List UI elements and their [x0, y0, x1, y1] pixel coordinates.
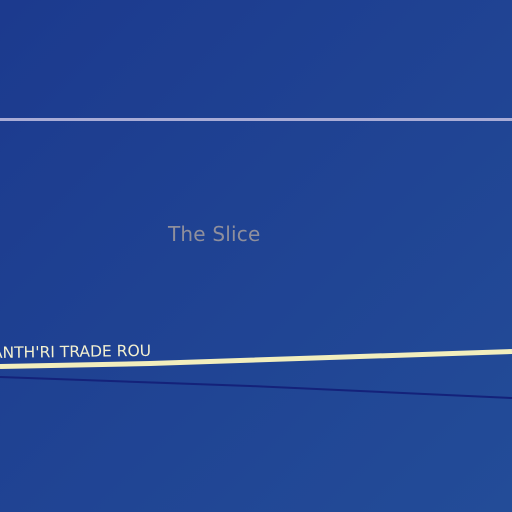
- trade-route-line[interactable]: [0, 349, 512, 369]
- region-label-the-slice[interactable]: The Slice: [168, 222, 261, 246]
- dark-route-line: [0, 376, 512, 399]
